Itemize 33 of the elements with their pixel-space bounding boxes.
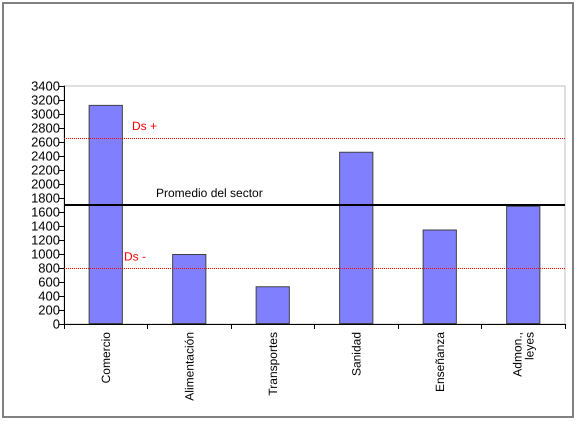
y-tick-label: 400 xyxy=(38,288,60,304)
y-tick-label: 1000 xyxy=(31,246,60,262)
y-tick-label: 1400 xyxy=(31,218,60,234)
ref-line-label: Ds - xyxy=(124,250,146,264)
y-tick-label: 2800 xyxy=(31,120,60,136)
y-tick-label: 2200 xyxy=(31,162,60,178)
bar xyxy=(172,254,206,324)
y-tick-label: 0 xyxy=(52,316,60,332)
y-tick-label: 3000 xyxy=(31,106,60,122)
y-tick-label: 3400 xyxy=(31,78,60,94)
bar xyxy=(506,206,540,324)
y-tick-label: 600 xyxy=(38,274,60,290)
bar xyxy=(256,286,290,324)
bar xyxy=(339,152,374,324)
y-tick-label: 1800 xyxy=(31,190,60,206)
x-tick-label: Alimentación xyxy=(182,332,196,401)
ref-line-label: Ds + xyxy=(132,118,158,133)
y-tick-label: 800 xyxy=(38,260,60,276)
ref-line-label: Promedio del sector xyxy=(156,186,263,200)
y-tick-label: 2600 xyxy=(31,134,60,150)
y-tick-label: 1600 xyxy=(31,204,60,220)
x-tick-label: Transportes xyxy=(266,332,280,396)
y-tick-label: 3200 xyxy=(31,92,60,108)
x-tick-label: Enseñanza xyxy=(432,332,447,392)
y-tick-label: 2400 xyxy=(31,148,60,164)
x-tick-label: Admon., leyes xyxy=(510,332,536,377)
x-tick-label: Sanidad xyxy=(349,332,364,376)
y-tick-label: 1200 xyxy=(31,232,60,248)
bar xyxy=(88,104,123,324)
bar xyxy=(422,230,457,324)
y-tick-label: 200 xyxy=(38,302,60,318)
y-tick-label: 2000 xyxy=(31,176,60,192)
x-tick-label: Comercio xyxy=(98,332,113,384)
